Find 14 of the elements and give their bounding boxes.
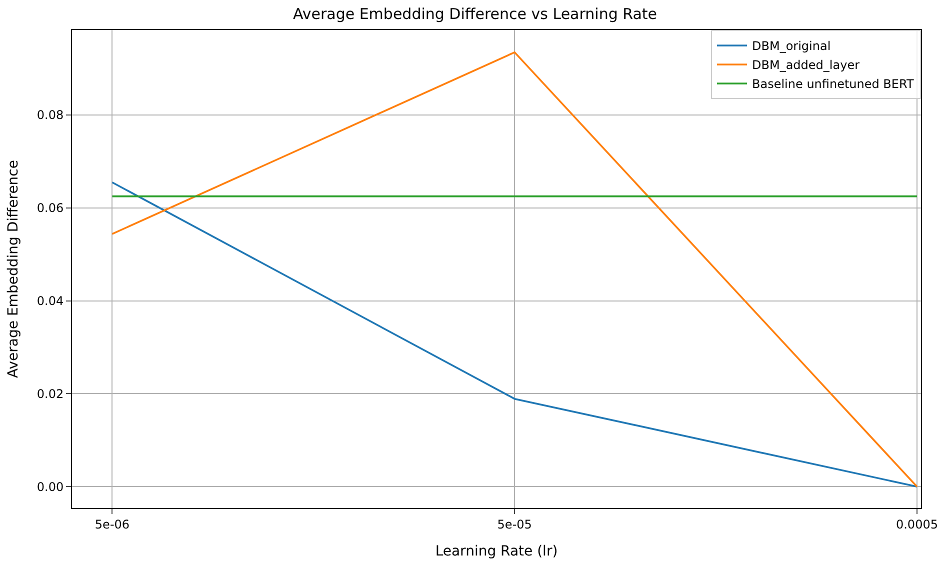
y-axis-title: Average Embedding Difference bbox=[5, 160, 22, 378]
x-tick-label: 0.0005 bbox=[896, 517, 938, 532]
chart-title: Average Embedding Difference vs Learning Rate bbox=[292, 5, 658, 24]
y-tick-label: 0.04 bbox=[36, 294, 64, 308]
y-tick-label: 0.08 bbox=[36, 108, 64, 122]
y-tick-label: 0.00 bbox=[36, 480, 64, 494]
x-axis-title: Learning Rate (lr) bbox=[435, 544, 558, 560]
y-tick-label: 0.02 bbox=[36, 386, 64, 401]
legend-label: DBM_added_layer bbox=[752, 58, 860, 72]
y-tick-label: 0.06 bbox=[36, 201, 64, 216]
x-tick-label: 5e-06 bbox=[94, 517, 130, 532]
x-tick-label: 5e-05 bbox=[497, 517, 532, 532]
legend-label: DBM_original bbox=[752, 39, 831, 54]
legend-label: Baseline unfinetuned BERT bbox=[752, 77, 914, 92]
